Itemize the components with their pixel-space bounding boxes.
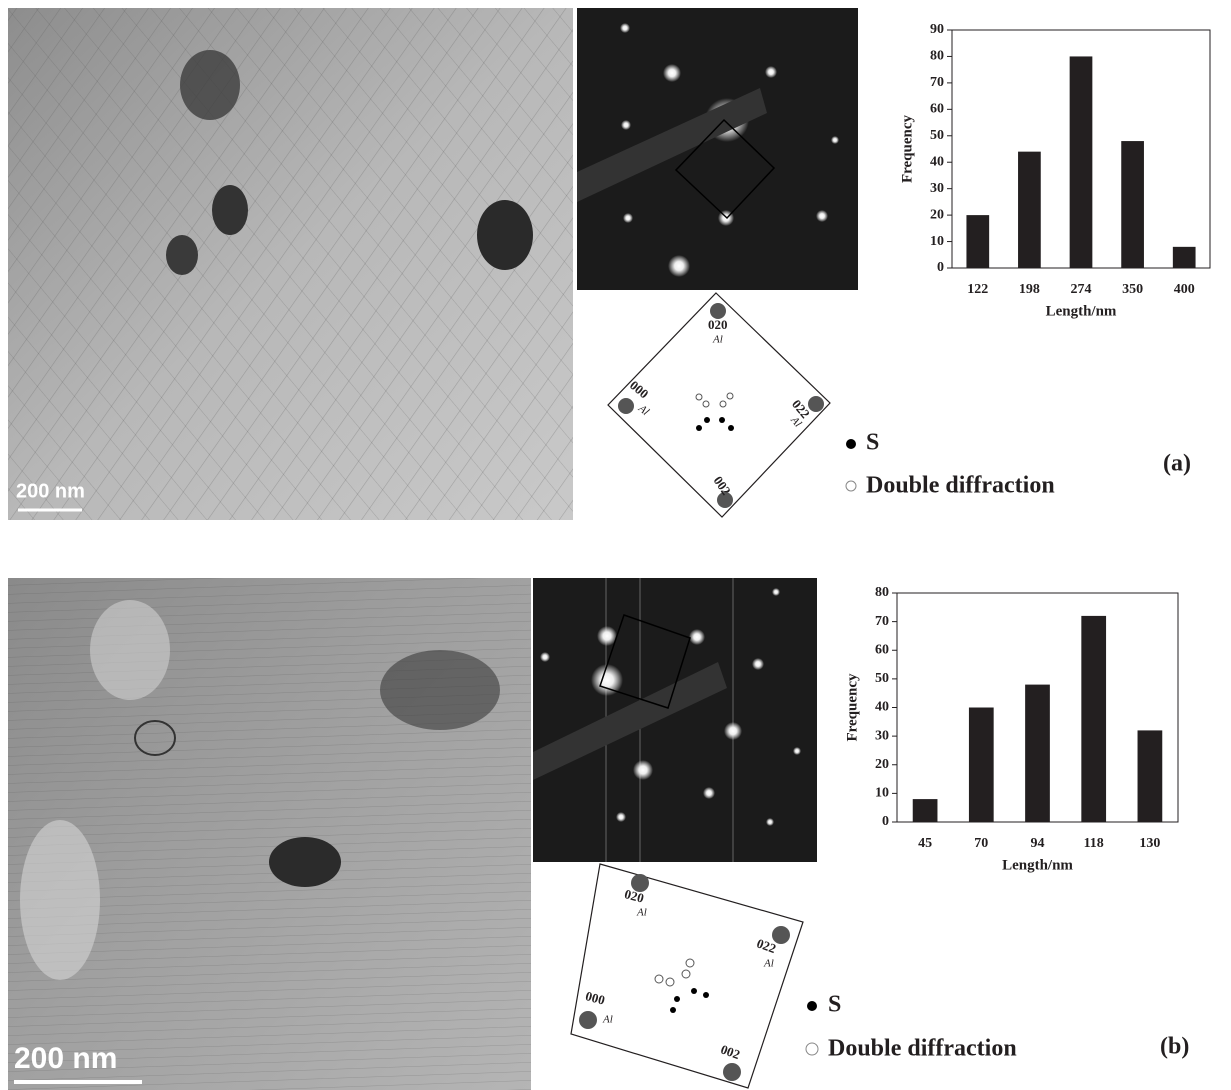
x-tick-label: 198 [1019, 282, 1040, 297]
y-tick-label: 30 [930, 181, 944, 196]
x-tick-label: 130 [1139, 836, 1160, 851]
bar [913, 799, 938, 822]
diffraction-schematic: 020 Al 000 Al 022 Al 002 [608, 293, 830, 517]
legend-label: Double diffraction [866, 473, 1055, 499]
y-tick-label: 20 [930, 207, 944, 222]
panel-label: (a) [1163, 451, 1191, 477]
bar [1018, 152, 1041, 268]
diffraction-pattern [533, 578, 817, 862]
y-tick-label: 70 [930, 75, 944, 90]
spot-phase: Al [636, 907, 647, 919]
y-tick-label: 70 [875, 614, 889, 629]
x-tick-label: 70 [974, 836, 988, 851]
diffraction-schematic: 020 Al 022 Al 000 Al 002 [571, 864, 803, 1088]
scale-bar-label: 200 nm [16, 480, 85, 502]
y-tick-label: 50 [875, 671, 889, 686]
x-tick-label: 274 [1071, 282, 1092, 297]
bar [1025, 685, 1050, 822]
x-axis-label: Length/nm [1046, 303, 1117, 319]
y-tick-label: 60 [930, 102, 944, 117]
legend-label: Double diffraction [828, 1036, 1017, 1062]
y-tick-label: 50 [930, 128, 944, 143]
x-tick-label: 118 [1084, 836, 1104, 851]
legend-label: S [828, 992, 841, 1018]
x-tick-label: 350 [1122, 282, 1143, 297]
figure: 200 nm 020 Al 000 Al 022 Al 002 S Double… [0, 0, 1231, 1090]
y-tick-label: 40 [930, 154, 944, 169]
panel-label: (b) [1160, 1034, 1189, 1060]
x-tick-label: 122 [967, 282, 988, 297]
x-axis-label: Length/nm [1002, 857, 1073, 873]
bar [1173, 247, 1196, 268]
scale-bar-label: 200 nm [14, 1042, 117, 1075]
y-tick-label: 20 [875, 757, 889, 772]
diffraction-pattern [577, 8, 858, 290]
y-tick-label: 10 [875, 786, 889, 801]
y-tick-label: 90 [930, 22, 944, 37]
y-tick-label: 40 [875, 700, 889, 715]
bar [966, 215, 989, 268]
bar [1070, 56, 1093, 268]
y-tick-label: 60 [875, 642, 889, 657]
legend: S Double diffraction [846, 430, 1055, 499]
x-tick-label: 94 [1031, 836, 1045, 851]
bar [1138, 730, 1163, 822]
tem-image: 200 nm [8, 8, 573, 520]
y-tick-label: 80 [875, 585, 889, 600]
bar [1121, 141, 1144, 268]
x-tick-label: 45 [918, 836, 932, 851]
x-tick-label: 400 [1174, 282, 1195, 297]
y-axis-label: Frequency [844, 673, 860, 742]
y-tick-label: 0 [882, 814, 889, 829]
bar [969, 708, 994, 823]
y-tick-label: 0 [937, 260, 944, 275]
y-tick-label: 10 [930, 234, 944, 249]
spot-phase: Al [712, 334, 723, 346]
y-axis-label: Frequency [899, 114, 915, 183]
legend-label: S [866, 430, 879, 456]
spot-phase: Al [602, 1014, 613, 1026]
tem-image: 200 nm [8, 578, 531, 1090]
bar [1081, 616, 1106, 822]
spot-index: 020 [708, 317, 728, 332]
legend: S Double diffraction [806, 992, 1017, 1062]
y-tick-label: 80 [930, 49, 944, 64]
y-tick-label: 30 [875, 728, 889, 743]
spot-phase: Al [763, 958, 774, 970]
